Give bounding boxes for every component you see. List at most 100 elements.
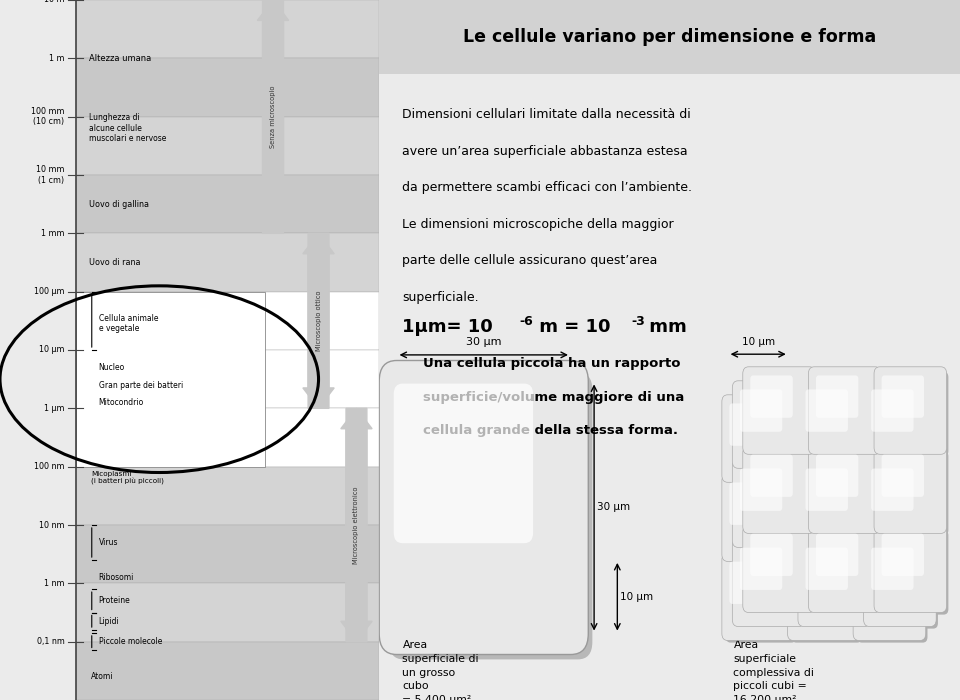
FancyBboxPatch shape — [868, 465, 938, 550]
FancyArrow shape — [303, 233, 334, 408]
Text: Senza microscopio: Senza microscopio — [270, 85, 276, 148]
FancyBboxPatch shape — [881, 533, 924, 576]
FancyBboxPatch shape — [874, 525, 947, 612]
FancyBboxPatch shape — [389, 372, 592, 659]
FancyBboxPatch shape — [857, 479, 927, 564]
FancyBboxPatch shape — [751, 454, 793, 497]
FancyBboxPatch shape — [798, 539, 871, 626]
FancyBboxPatch shape — [878, 372, 948, 456]
Text: 10 nm: 10 nm — [39, 521, 64, 529]
FancyBboxPatch shape — [871, 389, 914, 432]
Text: -6: -6 — [519, 315, 533, 328]
Text: 100 nm: 100 nm — [34, 462, 64, 471]
FancyBboxPatch shape — [730, 482, 772, 525]
Text: Altezza umana: Altezza umana — [89, 54, 152, 63]
Text: 1 mm: 1 mm — [41, 229, 64, 238]
Text: cellula grande della stessa forma.: cellula grande della stessa forma. — [422, 424, 678, 438]
FancyBboxPatch shape — [740, 547, 782, 590]
FancyBboxPatch shape — [726, 479, 796, 564]
Text: 10 μm: 10 μm — [39, 346, 64, 354]
FancyBboxPatch shape — [881, 454, 924, 497]
FancyBboxPatch shape — [864, 460, 936, 547]
Text: da permettere scambi efficaci con l’ambiente.: da permettere scambi efficaci con l’ambi… — [402, 181, 692, 195]
FancyBboxPatch shape — [751, 533, 793, 576]
FancyArrow shape — [257, 0, 289, 233]
Text: 0,1 nm: 0,1 nm — [36, 637, 64, 646]
FancyBboxPatch shape — [736, 386, 806, 470]
Text: -3: -3 — [632, 315, 645, 328]
FancyBboxPatch shape — [853, 553, 925, 640]
Text: 100 mm
(10 cm): 100 mm (10 cm) — [31, 107, 64, 127]
Bar — [76, 58, 379, 117]
FancyBboxPatch shape — [722, 553, 795, 640]
FancyBboxPatch shape — [816, 533, 858, 576]
Text: 1 μm: 1 μm — [44, 404, 64, 413]
FancyBboxPatch shape — [732, 539, 804, 626]
Text: Nucleo: Nucleo — [99, 363, 125, 372]
FancyBboxPatch shape — [792, 479, 862, 564]
FancyBboxPatch shape — [740, 389, 782, 432]
FancyBboxPatch shape — [379, 360, 588, 654]
FancyBboxPatch shape — [868, 386, 938, 470]
FancyBboxPatch shape — [743, 446, 815, 533]
Text: Cellula animale
e vegetale: Cellula animale e vegetale — [99, 314, 158, 333]
FancyBboxPatch shape — [795, 561, 837, 604]
FancyBboxPatch shape — [802, 544, 873, 629]
FancyBboxPatch shape — [726, 400, 796, 484]
FancyBboxPatch shape — [878, 530, 948, 615]
FancyBboxPatch shape — [881, 375, 924, 418]
FancyBboxPatch shape — [816, 375, 858, 418]
Text: 1μm= 10: 1μm= 10 — [402, 318, 493, 337]
FancyBboxPatch shape — [871, 468, 914, 511]
FancyArrow shape — [341, 408, 372, 642]
Text: superficie/volume maggiore di una: superficie/volume maggiore di una — [422, 391, 684, 404]
FancyBboxPatch shape — [802, 386, 873, 470]
Text: Uovo di rana: Uovo di rana — [89, 258, 140, 267]
Bar — [76, 408, 379, 467]
FancyArrow shape — [341, 408, 372, 642]
Text: Le dimensioni microscopiche della maggior: Le dimensioni microscopiche della maggio… — [402, 218, 674, 231]
FancyArrow shape — [257, 0, 289, 233]
FancyBboxPatch shape — [722, 395, 795, 482]
FancyBboxPatch shape — [868, 544, 938, 629]
Text: Piccole molecole: Piccole molecole — [99, 637, 162, 646]
FancyBboxPatch shape — [802, 465, 873, 550]
FancyBboxPatch shape — [805, 389, 848, 432]
FancyBboxPatch shape — [740, 468, 782, 511]
FancyBboxPatch shape — [747, 372, 817, 456]
FancyBboxPatch shape — [857, 558, 927, 643]
Text: 10 m: 10 m — [44, 0, 64, 4]
FancyBboxPatch shape — [730, 403, 772, 446]
FancyBboxPatch shape — [792, 558, 862, 643]
Text: Proteine: Proteine — [99, 596, 131, 606]
Text: superficiale.: superficiale. — [402, 290, 479, 304]
FancyBboxPatch shape — [805, 468, 848, 511]
Bar — [76, 233, 379, 292]
Text: 10 mm
(1 cm): 10 mm (1 cm) — [36, 165, 64, 185]
FancyBboxPatch shape — [798, 381, 871, 468]
FancyBboxPatch shape — [747, 451, 817, 536]
FancyBboxPatch shape — [853, 474, 925, 561]
FancyBboxPatch shape — [861, 403, 903, 446]
FancyBboxPatch shape — [732, 460, 804, 547]
Text: Area
superficiale di
un grosso
cubo
= 5,400 μm²: Area superficiale di un grosso cubo = 5,… — [402, 640, 479, 700]
FancyBboxPatch shape — [798, 460, 871, 547]
Text: Una cellula piccola ha un rapporto: Una cellula piccola ha un rapporto — [422, 357, 681, 370]
FancyBboxPatch shape — [792, 400, 862, 484]
Bar — [76, 117, 379, 175]
Text: Lipidi: Lipidi — [99, 617, 119, 626]
Bar — [76, 583, 379, 642]
FancyBboxPatch shape — [736, 544, 806, 629]
Text: Dimensioni cellulari limitate dalla necessità di: Dimensioni cellulari limitate dalla nece… — [402, 108, 691, 122]
Bar — [379, 0, 960, 74]
Text: 30 μm: 30 μm — [597, 503, 630, 512]
FancyBboxPatch shape — [795, 403, 837, 446]
Text: Microscopio ottico: Microscopio ottico — [316, 290, 322, 351]
FancyBboxPatch shape — [861, 482, 903, 525]
Text: Lunghezza di
alcune cellule
muscolari e nervose: Lunghezza di alcune cellule muscolari e … — [89, 113, 166, 144]
Text: 30 μm: 30 μm — [466, 337, 501, 346]
FancyBboxPatch shape — [812, 530, 883, 615]
FancyBboxPatch shape — [394, 384, 533, 543]
FancyBboxPatch shape — [874, 367, 947, 454]
Text: Le cellule variano per dimensione e forma: Le cellule variano per dimensione e form… — [463, 28, 876, 46]
